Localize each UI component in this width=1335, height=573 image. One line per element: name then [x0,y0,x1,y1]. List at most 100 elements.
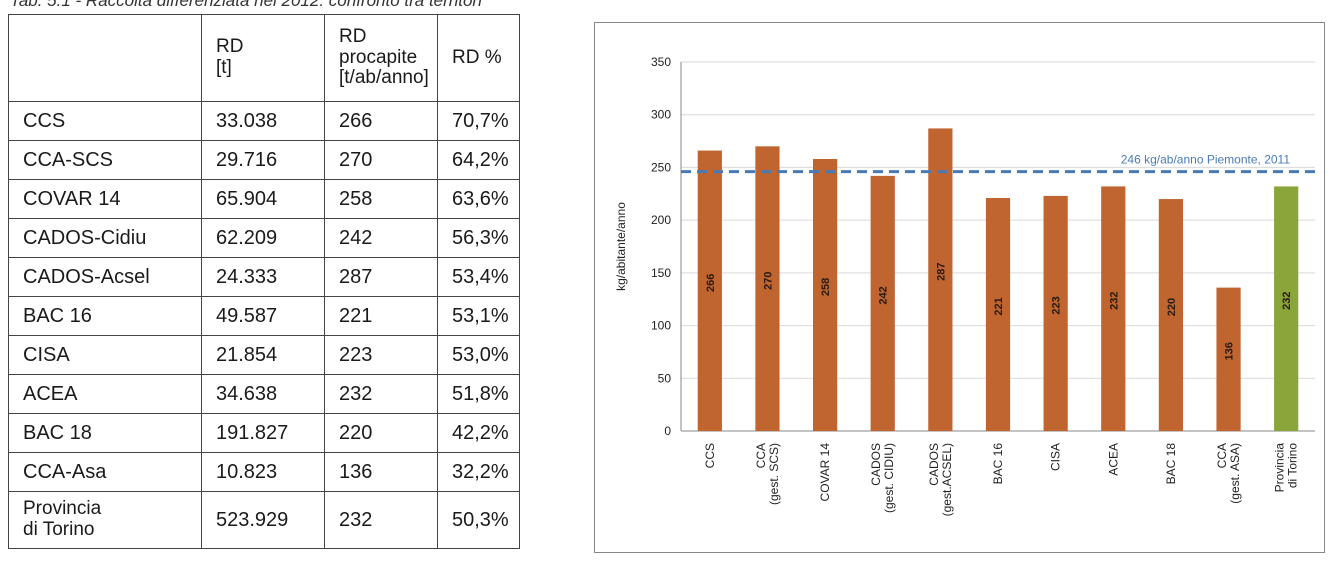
table-cell: BAC 16 [8,296,202,336]
table-cell: 70,7% [437,101,520,141]
data-label: 232 [1281,292,1293,310]
data-label: 270 [762,271,774,289]
table-row: ACEA 34.638 232 51,8% [8,374,520,414]
table-cell: CISA [8,335,202,375]
data-label: 223 [1051,296,1063,314]
table-row: BAC 18 191.827 220 42,2% [8,413,520,453]
table-cell: 223 [324,335,438,375]
bar [1101,186,1126,431]
table-cell: CCA-SCS [8,140,202,180]
table-row: CISA 21.854 223 53,0% [8,335,520,375]
table-cell: 53,1% [437,296,520,336]
table-cell: 34.638 [201,374,325,414]
data-label: 258 [820,278,832,296]
bar-chart: 0 50 100 150 200 250 300 350 kg/abitante/anno 266… [614,55,1315,516]
table-cell: 63,6% [437,179,520,219]
bar [985,198,1011,431]
table-row: CCS 33.038 266 70,7% [8,101,520,141]
table-row: CADOS-Acsel 24.333 287 53,4% [8,257,520,297]
bar [1158,199,1184,431]
x-tick-label: CCA [754,443,768,468]
table-cell: 266 [324,101,438,141]
column-header: RD % [437,14,520,102]
table-cell: 220 [324,413,438,453]
y-tick-label: 0 [664,424,671,438]
bar [1274,186,1299,431]
data-label: 287 [935,263,947,281]
table-cell: 10.823 [201,452,325,492]
table-cell: 56,3% [437,218,520,258]
table-row: CADOS-Cidiu 62.209 242 56,3% [8,218,520,258]
y-tick-label: 300 [651,108,671,122]
table-cell: 29.716 [201,140,325,180]
table-cell: 32,2% [437,452,520,492]
table-cell: 287 [324,257,438,297]
y-tick-label: 250 [651,160,671,174]
table-cell: CADOS-Cidiu [8,218,202,258]
x-tick-label: CADOS [927,443,941,486]
table-row: COVAR 14 65.904 258 63,6% [8,179,520,219]
y-tick-label: 50 [658,371,672,385]
table-cell: 42,2% [437,413,520,453]
table-cell: ACEA [8,374,202,414]
bar [928,128,953,432]
data-label: 242 [878,286,890,304]
table-cell: BAC 18 [8,413,202,453]
table-row: BAC 16 49.587 221 53,1% [8,296,520,336]
rd-table: RD [t] RD procapite [t/ab/anno] RD % CCS 33.038… [8,14,520,549]
bar [870,175,895,431]
bar [755,146,780,431]
x-tick-label: COVAR 14 [818,443,832,502]
y-tick-label: 200 [651,213,671,227]
table-cell: Provincia di Torino [8,491,202,549]
x-tick-label: di Torino [1286,443,1300,488]
table-cell: COVAR 14 [8,179,202,219]
chart-frame: 0 50 100 150 200 250 300 350 kg/abitante/anno 266… [594,22,1325,553]
table-header-row: RD [t] RD procapite [t/ab/anno] RD % [8,14,520,102]
table-cell: 242 [324,218,438,258]
table-caption: Tab. 5.1 - Raccolta differenziata nel 20… [10,0,482,10]
table-cell: 221 [324,296,438,336]
x-tick-label: BAC 16 [991,443,1005,485]
table-cell: 64,2% [437,140,520,180]
table-cell: 258 [324,179,438,219]
table-cell: 191.827 [201,413,325,453]
x-tick-label: BAC 18 [1164,443,1178,485]
x-tick-label: CCS [703,443,717,468]
bar [1216,287,1241,431]
y-tick-label: 100 [651,319,671,333]
data-label: 266 [705,274,717,292]
table-cell: CCA-Asa [8,452,202,492]
table-cell: 21.854 [201,335,325,375]
data-label: 221 [993,297,1005,315]
table-cell: 33.038 [201,101,325,141]
table-cell: CADOS-Acsel [8,257,202,297]
data-label: 232 [1108,292,1120,310]
bar [1043,195,1068,431]
x-tick-label: CADOS [869,443,883,486]
table-cell: 232 [324,491,438,549]
data-label: 220 [1166,298,1178,316]
table-row: CCA-SCS 29.716 270 64,2% [8,140,520,180]
reference-line-label: 246 kg/ab/anno Piemonte, 2011 [1121,153,1291,167]
table-cell: 53,4% [437,257,520,297]
bar [812,158,838,431]
table-cell: 62.209 [201,218,325,258]
x-tick-label: (gest.ACSEL) [940,443,954,516]
table-cell: 49.587 [201,296,325,336]
x-tick-label: CISA [1049,443,1063,471]
column-header: RD [t] [201,14,325,102]
table-cell: 51,8% [437,374,520,414]
table-cell: 523.929 [201,491,325,549]
bar [697,150,722,431]
table-cell: 65.904 [201,179,325,219]
data-label: 136 [1224,342,1236,360]
table-cell: 53,0% [437,335,520,375]
table-row: CCA-Asa 10.823 136 32,2% [8,452,520,492]
x-tick-label: (gest. ASA) [1228,443,1242,504]
table-cell: 136 [324,452,438,492]
table-cell: 50,3% [437,491,520,549]
table-cell: CCS [8,101,202,141]
x-tick-label: (gest. CIDIU) [882,443,896,513]
y-tick-label: 350 [651,55,671,69]
